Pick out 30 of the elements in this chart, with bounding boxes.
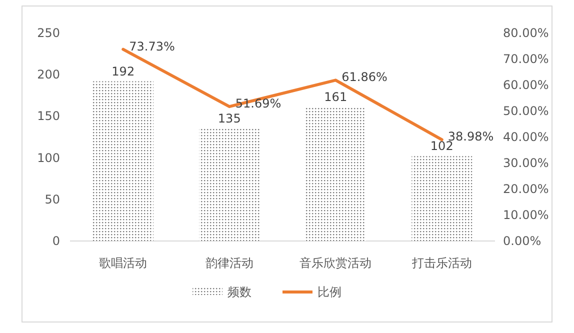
y2-tick-label: 30.00% — [503, 156, 549, 170]
y2-tick-label: 40.00% — [503, 130, 549, 144]
x-tick-label: 歌唱活动 — [99, 256, 148, 270]
legend-label: 频数 — [228, 285, 252, 299]
y2-tick-label: 20.00% — [503, 182, 549, 196]
y2-tick-label: 60.00% — [503, 78, 549, 92]
y-tick-label: 250 — [37, 26, 60, 40]
y-tick-label: 0 — [52, 234, 60, 248]
data-label: 135 — [218, 112, 241, 126]
data-label: 73.73% — [129, 39, 175, 54]
y2-tick-label: 80.00% — [503, 26, 549, 40]
legend-label: 比例 — [318, 285, 342, 299]
bar — [199, 128, 260, 241]
x-tick-label: 韵律活动 — [205, 256, 254, 270]
y-tick-label: 150 — [37, 109, 60, 124]
y2-tick-label: 50.00% — [503, 104, 549, 118]
y-tick-label: 50 — [44, 192, 60, 206]
bar — [412, 156, 472, 241]
bar — [305, 107, 366, 241]
data-label: 161 — [324, 90, 348, 104]
y2-tick-label: 70.00% — [503, 52, 549, 66]
y2-tick-label: 10.00% — [503, 208, 549, 222]
x-tick-label: 音乐欣赏活动 — [300, 256, 372, 270]
y-tick-label: 200 — [37, 68, 60, 82]
y2-tick-label: 0.00% — [503, 234, 542, 248]
data-label: 192 — [112, 64, 135, 78]
y-tick-label: 100 — [37, 150, 60, 165]
data-label: 61.86% — [342, 70, 388, 84]
bar — [92, 81, 154, 241]
x-tick-label: 打击乐活动 — [410, 256, 472, 270]
